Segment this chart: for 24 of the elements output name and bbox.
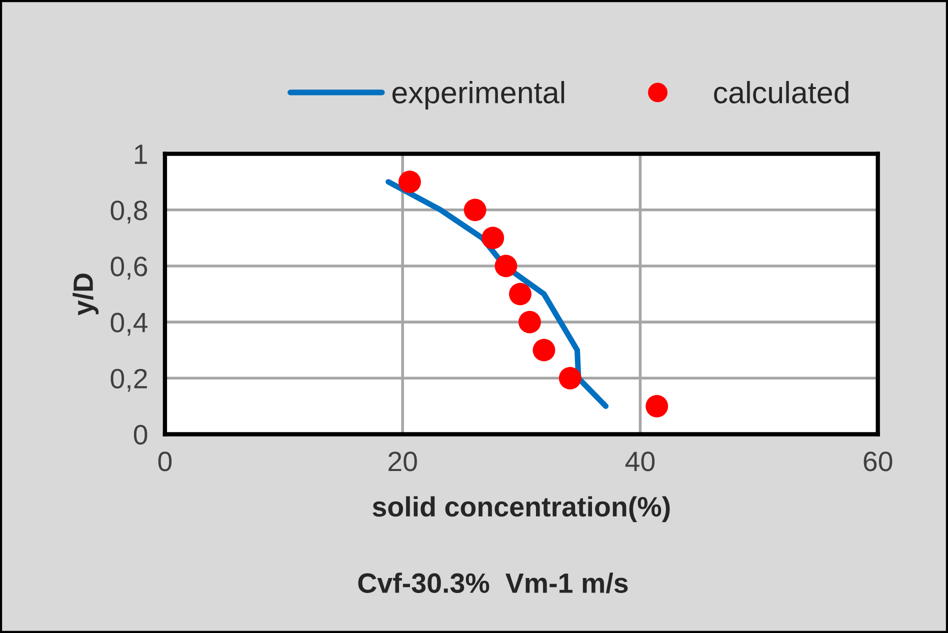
x-tick-label: 60 (864, 452, 892, 472)
x-tick-label: 40 (625, 452, 655, 472)
point (646, 395, 668, 418)
y-tick-label: 0,6 (110, 256, 148, 280)
point (518, 310, 541, 334)
legend-label: experimental (392, 81, 564, 110)
point (494, 254, 518, 278)
point (482, 226, 504, 250)
x-tick-label: 20 (388, 452, 417, 472)
y-tick-label: 0,4 (110, 312, 148, 336)
point (558, 366, 582, 390)
y-axis-title: y/D (72, 274, 99, 316)
y-tick-label: 0 (134, 424, 148, 445)
y-tick-label: 0,2 (110, 368, 147, 392)
text: Cvf-30.3% Vm-1 m/s (358, 572, 628, 594)
point (398, 170, 421, 194)
point (532, 338, 556, 362)
y-tick-label: 0,8 (110, 200, 148, 224)
x-tick-label: 0 (158, 452, 172, 472)
point (509, 282, 532, 306)
y-tick-label: 1 (134, 144, 147, 164)
legend-label: calculated (714, 81, 848, 104)
x-axis-title: solid concentration(%) (372, 496, 670, 522)
point (464, 198, 486, 222)
